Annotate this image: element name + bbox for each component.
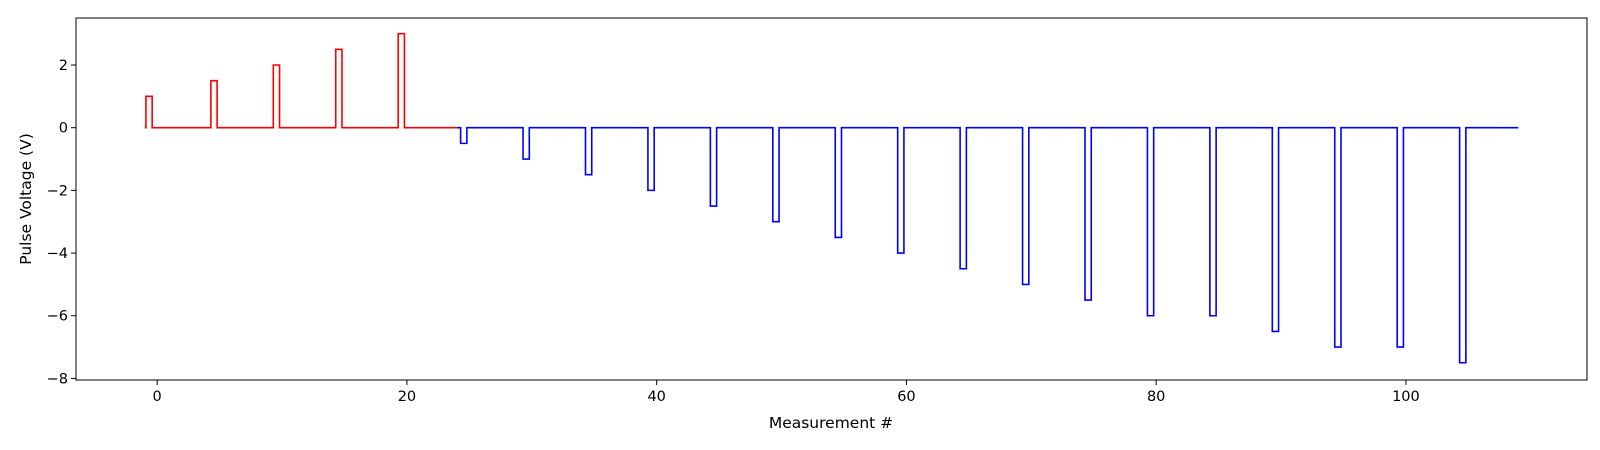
x-tick-label: 0 bbox=[153, 389, 162, 405]
y-tick-label: −6 bbox=[47, 309, 68, 325]
y-tick-label: −2 bbox=[47, 183, 68, 199]
y-axis-label: Pulse Voltage (V) bbox=[17, 133, 35, 265]
pulse-series-2-line bbox=[456, 126, 1519, 364]
pulse-series-1-line bbox=[144, 32, 457, 129]
y-axis-ticks: 2 0 −2 −4 −6 −8 bbox=[47, 58, 76, 387]
x-tick-label: 20 bbox=[398, 389, 416, 405]
x-axis-label: Measurement # bbox=[769, 414, 893, 432]
y-tick-label: 2 bbox=[59, 58, 68, 74]
x-axis-ticks: 0 20 40 60 80 100 bbox=[153, 380, 1420, 405]
x-tick-label: 60 bbox=[897, 389, 915, 405]
plot-frame bbox=[75, 17, 1588, 381]
x-tick-label: 80 bbox=[1147, 389, 1165, 405]
y-tick-label: −4 bbox=[47, 246, 68, 262]
series-layer bbox=[144, 32, 1519, 364]
y-tick-label: 0 bbox=[59, 121, 68, 137]
x-tick-label: 100 bbox=[1392, 389, 1420, 405]
y-tick-label: −8 bbox=[47, 371, 68, 387]
x-tick-label: 40 bbox=[647, 389, 665, 405]
